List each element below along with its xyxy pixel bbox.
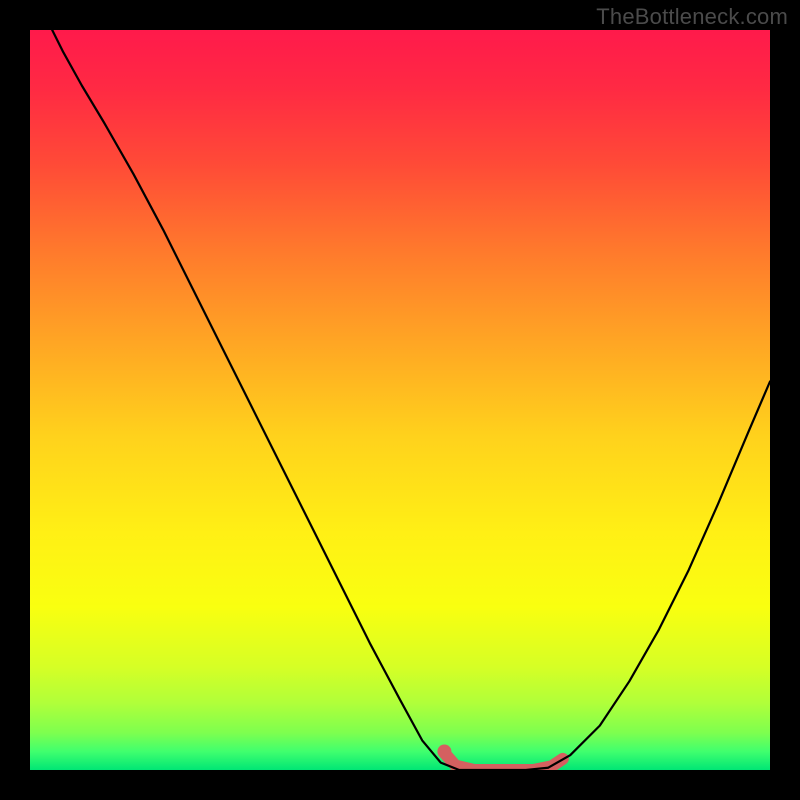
optimal-range-start-dot <box>437 745 451 759</box>
watermark-text: TheBottleneck.com <box>596 4 788 30</box>
chart-stage: TheBottleneck.com <box>0 0 800 800</box>
chart-background <box>30 30 770 770</box>
chart-svg <box>0 0 800 800</box>
